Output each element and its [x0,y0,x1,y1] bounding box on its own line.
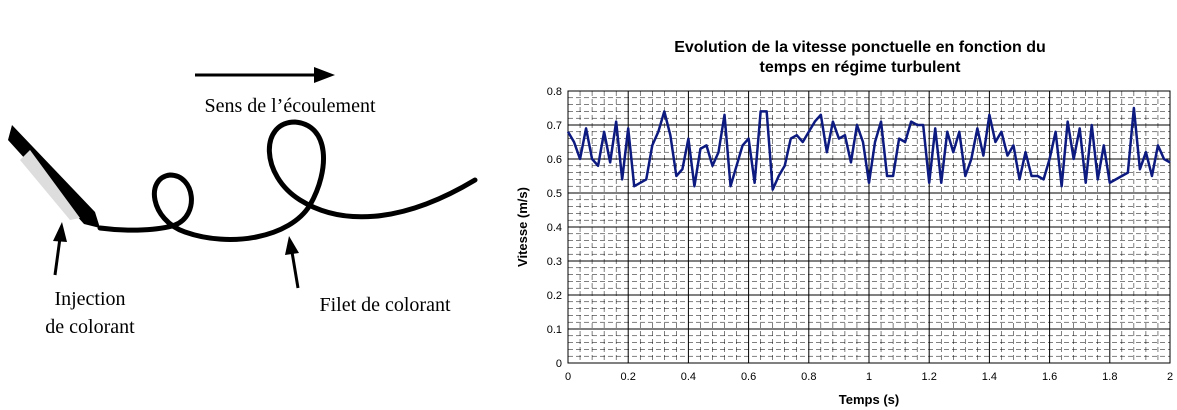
y-tick-label: 0.4 [547,222,562,234]
dye-filament [100,122,475,239]
x-tick-label: 1.6 [1042,371,1057,383]
x-axis-label: Temps (s) [839,392,899,407]
y-tick-label: 0.5 [547,188,562,200]
filament-arrow [292,252,298,288]
chart-title: Evolution de la vitesse ponctuelle en fo… [674,39,1046,56]
filament-label: Filet de colorant [319,294,451,316]
x-tick-label: 1.4 [982,371,997,383]
x-tick-label: 0.4 [681,371,696,383]
x-tick-label: 0.8 [801,371,816,383]
injection-arrow-head [53,222,67,242]
y-tick-label: 0.3 [547,256,562,268]
x-tick-label: 0 [565,371,571,383]
diagram: Sens de l’écoulement Injection de colora… [8,67,475,338]
page: Sens de l’écoulement Injection de colora… [0,0,1177,410]
injection-label: Injection [54,288,125,310]
y-tick-label: 0.6 [547,154,562,166]
y-tick-label: 0.8 [547,86,562,98]
x-tick-label: 2 [1167,371,1173,383]
y-tick-label: 0 [556,358,562,370]
injection-arrow [55,238,60,275]
x-tick-label: 0.2 [621,371,636,383]
pen-shade [20,150,80,220]
x-tick-label: 1.2 [922,371,937,383]
x-tick-label: 1.8 [1102,371,1117,383]
flow-arrow-head [314,67,335,83]
x-tick-label: 0.6 [741,371,756,383]
y-tick-label: 0.7 [547,120,562,132]
y-axis-label: Vitesse (m/s) [515,187,530,267]
chart: Evolution de la vitesse ponctuelle en fo… [515,39,1173,407]
x-tick-label: 1 [866,371,872,383]
y-tick-label: 0.2 [547,290,562,302]
pen [8,125,100,228]
injection-label: de colorant [45,316,135,338]
filament-arrow-head [285,236,299,255]
y-tick-label: 0.1 [547,324,562,336]
flow-label: Sens de l’écoulement [204,95,375,117]
chart-title: temps en régime turbulent [760,59,962,76]
